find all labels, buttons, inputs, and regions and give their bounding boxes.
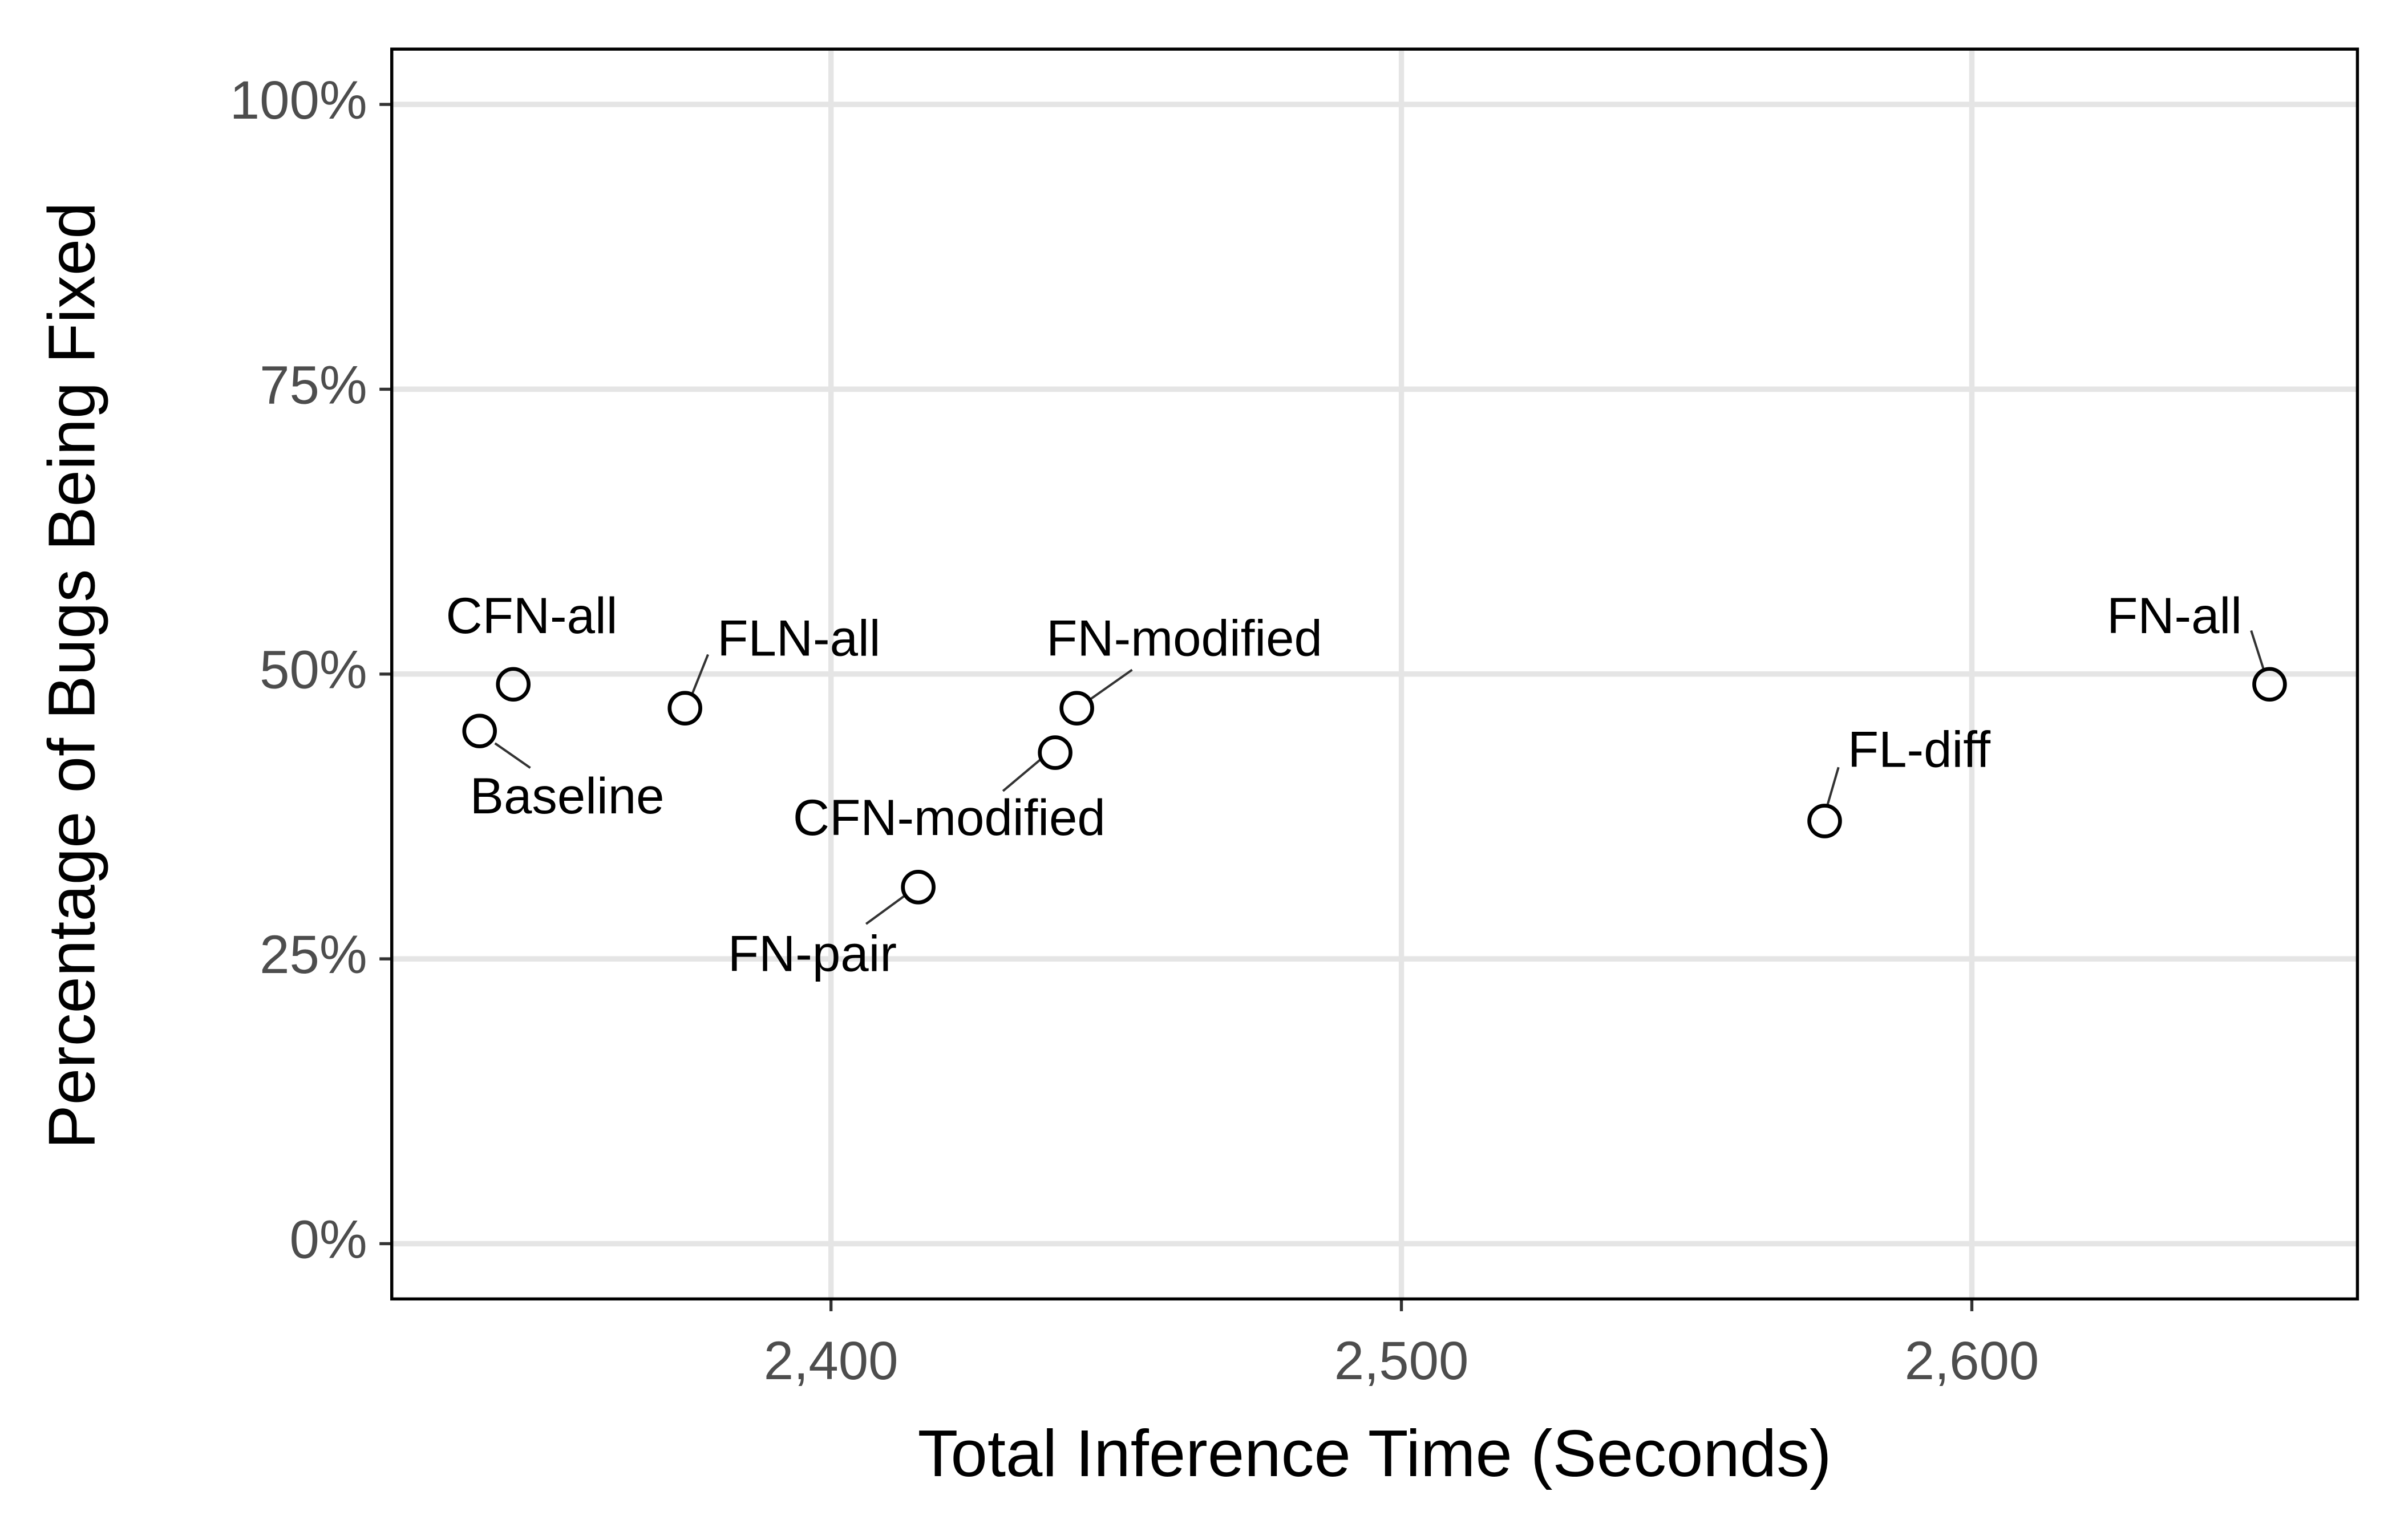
x-tick-label: 2,400 [764, 1331, 898, 1391]
point-label: FN-modified [1046, 610, 1322, 666]
x-tick-label: 2,500 [1334, 1331, 1469, 1391]
y-tick-label: 50% [260, 640, 367, 700]
point-label: CFN-all [446, 587, 618, 644]
label-leader [865, 894, 907, 925]
y-tick-label: 25% [260, 925, 367, 984]
label-leader [1002, 757, 1042, 792]
label-leader [1826, 767, 1840, 805]
y-tick-label: 0% [290, 1209, 367, 1269]
point-label: FL-diff [1848, 721, 1990, 777]
plot-border [390, 47, 2359, 1301]
label-leader [1090, 668, 1133, 700]
point-label: CFN-modified [793, 789, 1106, 846]
y-tick-label: 100% [230, 70, 367, 130]
point-label: FN-pair [728, 926, 897, 982]
point [1059, 691, 1094, 726]
label-leader [2250, 630, 2265, 670]
point [667, 691, 702, 726]
point [496, 667, 531, 702]
label-leader [691, 654, 709, 694]
point [462, 714, 497, 748]
point [901, 869, 936, 905]
point-label: FN-all [2107, 587, 2242, 644]
x-tick-label: 2,600 [1905, 1331, 2039, 1391]
point [1038, 735, 1072, 770]
label-leader [494, 742, 531, 769]
point-label: FLN-all [717, 610, 880, 666]
point [1807, 804, 1842, 838]
y-axis-title: Percentage of Bugs Being Fixed [34, 202, 108, 1149]
point-label: Baseline [470, 768, 665, 824]
point [2252, 667, 2287, 702]
x-axis-title: Total Inference Time (Seconds) [918, 1416, 1832, 1490]
y-tick-label: 75% [260, 355, 367, 415]
